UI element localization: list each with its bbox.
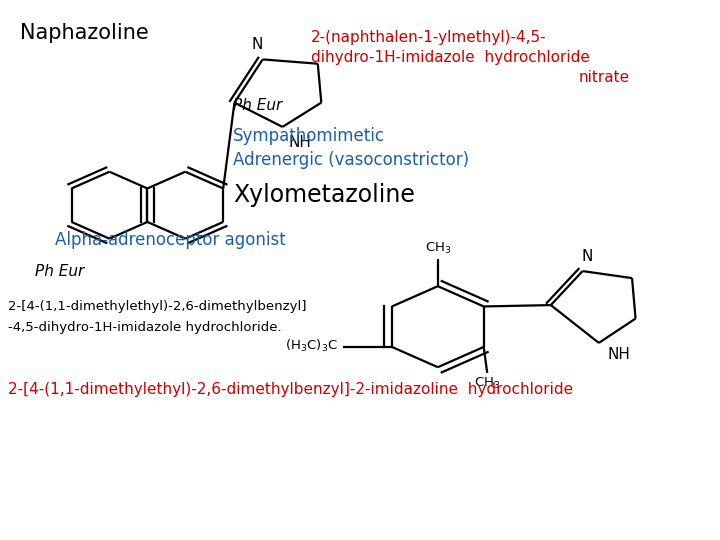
Text: N: N bbox=[251, 37, 263, 52]
Text: Ph Eur: Ph Eur bbox=[233, 98, 282, 113]
Text: -4,5-dihydro-1H-imidazole hydrochloride.: -4,5-dihydro-1H-imidazole hydrochloride. bbox=[9, 321, 282, 334]
Text: nitrate: nitrate bbox=[579, 70, 630, 85]
Text: NH: NH bbox=[289, 135, 312, 150]
Text: Sympathomimetic: Sympathomimetic bbox=[233, 127, 385, 145]
Text: Alpha-adrenoceptor agonist: Alpha-adrenoceptor agonist bbox=[55, 231, 286, 249]
Text: CH$_3$: CH$_3$ bbox=[474, 376, 500, 390]
Text: NH: NH bbox=[607, 347, 630, 362]
Text: CH$_3$: CH$_3$ bbox=[425, 241, 451, 256]
Text: Xylometazoline: Xylometazoline bbox=[233, 184, 415, 207]
Text: N: N bbox=[582, 249, 593, 264]
Text: Naphazoline: Naphazoline bbox=[19, 23, 148, 44]
Text: Adrenergic (vasoconstrictor): Adrenergic (vasoconstrictor) bbox=[233, 151, 469, 170]
Text: 2-(naphthalen-1-ylmethyl)-4,5-: 2-(naphthalen-1-ylmethyl)-4,5- bbox=[311, 30, 546, 45]
Text: 2-[4-(1,1-dimethylethyl)-2,6-dimethylbenzyl]: 2-[4-(1,1-dimethylethyl)-2,6-dimethylben… bbox=[9, 300, 307, 313]
Text: 2-[4-(1,1-dimethylethyl)-2,6-dimethylbenzyl]-2-imidazoline  hydrochloride: 2-[4-(1,1-dimethylethyl)-2,6-dimethylben… bbox=[9, 382, 574, 397]
Text: dihydro-1H-imidazole  hydrochloride: dihydro-1H-imidazole hydrochloride bbox=[311, 50, 590, 65]
Text: (H$_3$C)$_3$C: (H$_3$C)$_3$C bbox=[284, 338, 338, 354]
Text: Ph Eur: Ph Eur bbox=[35, 264, 84, 279]
